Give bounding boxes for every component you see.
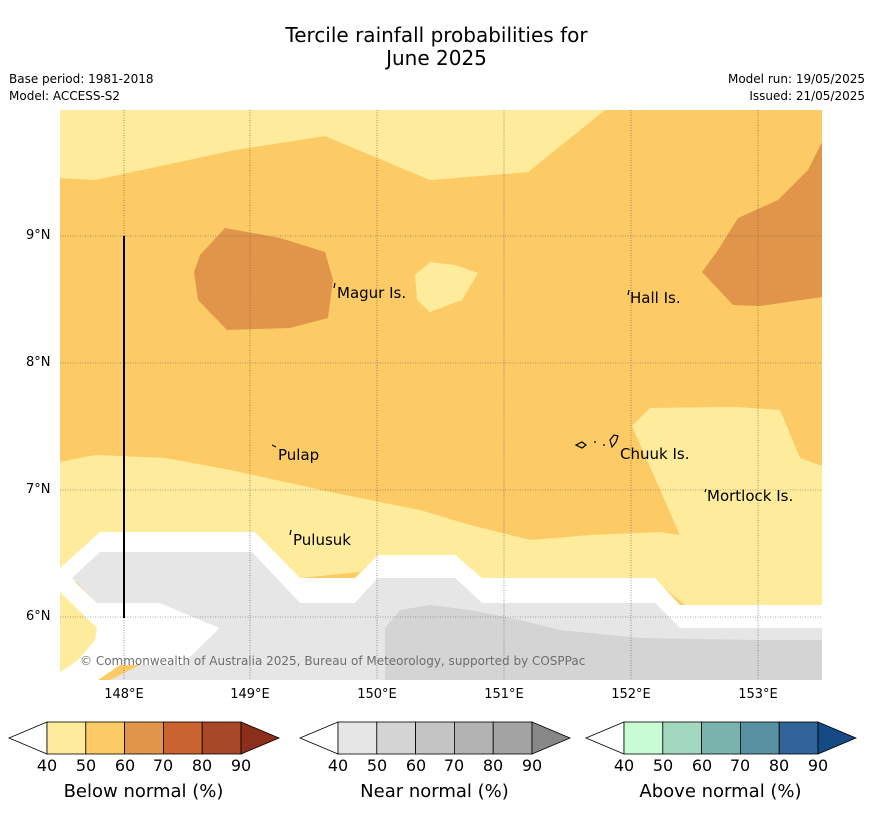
below-60-70-west-patch — [194, 228, 333, 330]
cbar-below-segment — [46, 721, 87, 755]
lon-label-148: 148°E — [104, 687, 144, 702]
lon-label-153: 153°E — [738, 687, 778, 702]
cbar-below-segment — [124, 721, 164, 755]
model-text: Model: ACCESS-S2 — [9, 89, 121, 103]
lon-label-150: 150°E — [357, 687, 397, 702]
cbar-near-tick-70: 70 — [443, 756, 465, 775]
cbar-above-min-extend — [584, 721, 625, 755]
cbar-above-segment — [701, 721, 741, 755]
mortlock-island-marker — [704, 488, 707, 493]
cbar-above-segment — [623, 721, 664, 755]
place-label-magur: Magur Is. — [337, 284, 407, 302]
no-dominant-band — [60, 532, 822, 680]
lon-label-149: 149°E — [230, 687, 270, 702]
cbar-near-min-extend — [298, 721, 339, 755]
cbar-above-segment — [662, 721, 702, 755]
cbar-above-max-extend — [817, 721, 858, 755]
cbar-near-segment — [453, 721, 494, 755]
cbar-above-segment — [740, 721, 780, 755]
cbar-above-tick-40: 40 — [613, 756, 635, 775]
cbar-near-segment — [492, 721, 533, 755]
cbar-above-segment — [778, 721, 819, 755]
cbar-near-max-extend — [531, 721, 572, 755]
lat-label-9: 9°N — [26, 228, 51, 243]
cbar-below-max-extend — [240, 721, 281, 755]
magur-island-marker — [333, 282, 336, 289]
model-run-text: Model run: 19/05/2025 — [727, 72, 865, 86]
cbar-near-tick-80: 80 — [482, 756, 504, 775]
cbar-below-label: Below normal (%) — [63, 781, 224, 802]
cbar-near-tick-40: 40 — [327, 756, 349, 775]
base-period-text: Base period: 1981-2018 — [9, 72, 154, 86]
below-40-50-north-band — [60, 110, 605, 180]
place-label-hall: Hall Is. — [630, 289, 681, 307]
lat-label-8: 8°N — [26, 355, 51, 370]
cbar-near-label: Near normal (%) — [360, 781, 509, 802]
near-50-60-region — [385, 605, 822, 680]
cbar-below-segment — [85, 721, 126, 755]
pulap-island-marker — [271, 444, 277, 448]
lat-label-7: 7°N — [26, 482, 51, 497]
cbar-below-tick-80: 80 — [191, 756, 213, 775]
cbar-above-tick-50: 50 — [652, 756, 674, 775]
cbar-near-tick-60: 60 — [405, 756, 427, 775]
cbar-below-tick-50: 50 — [75, 756, 97, 775]
cbar-below-tick-70: 70 — [152, 756, 174, 775]
map-title-line1: Tercile rainfall probabilities for — [285, 23, 588, 47]
cbar-below-tick-60: 60 — [114, 756, 136, 775]
cbar-near-segment — [415, 721, 455, 755]
cbar-near-tick-90: 90 — [521, 756, 543, 775]
graticule — [60, 110, 822, 680]
lat-label-6: 6°N — [26, 609, 51, 624]
cbar-above-tick-90: 90 — [807, 756, 829, 775]
cbar-near-segment — [376, 721, 416, 755]
cbar-above-tick-70: 70 — [729, 756, 751, 775]
credit-text: © Commonwealth of Australia 2025, Bureau… — [80, 654, 586, 668]
cbar-below-segment — [162, 721, 203, 755]
below-40-50-sw-corner — [60, 592, 97, 672]
place-label-chuuk: Chuuk Is. — [620, 445, 690, 463]
hall-island-marker — [627, 289, 630, 296]
lon-label-151: 151°E — [484, 687, 524, 702]
below-40-50-south-fill — [60, 407, 822, 605]
cbar-above-tick-60: 60 — [691, 756, 713, 775]
cbar-above-tick-80: 80 — [768, 756, 790, 775]
below-60-70-east-patch — [702, 142, 822, 306]
pulusuk-island-marker — [289, 529, 292, 536]
below-40-50-patch — [415, 262, 478, 312]
cbar-above-label: Above normal (%) — [639, 781, 802, 802]
lon-label-152: 152°E — [611, 687, 651, 702]
cbar-near-segment — [337, 721, 378, 755]
issued-text: Issued: 21/05/2025 — [749, 89, 865, 103]
place-label-pulap: Pulap — [278, 446, 320, 464]
cbar-below-tick-40: 40 — [36, 756, 58, 775]
cbar-below-segment — [201, 721, 242, 755]
chuuk-island-marker — [574, 434, 619, 449]
map-title-line2: June 2025 — [386, 46, 487, 70]
island-outlines — [271, 282, 707, 536]
cbar-near-tick-50: 50 — [366, 756, 388, 775]
cbar-below-min-extend — [7, 721, 48, 755]
cbar-below-tick-90: 90 — [230, 756, 252, 775]
place-label-pulusuk: Pulusuk — [293, 531, 351, 549]
place-label-mortlock: Mortlock Is. — [707, 487, 794, 505]
